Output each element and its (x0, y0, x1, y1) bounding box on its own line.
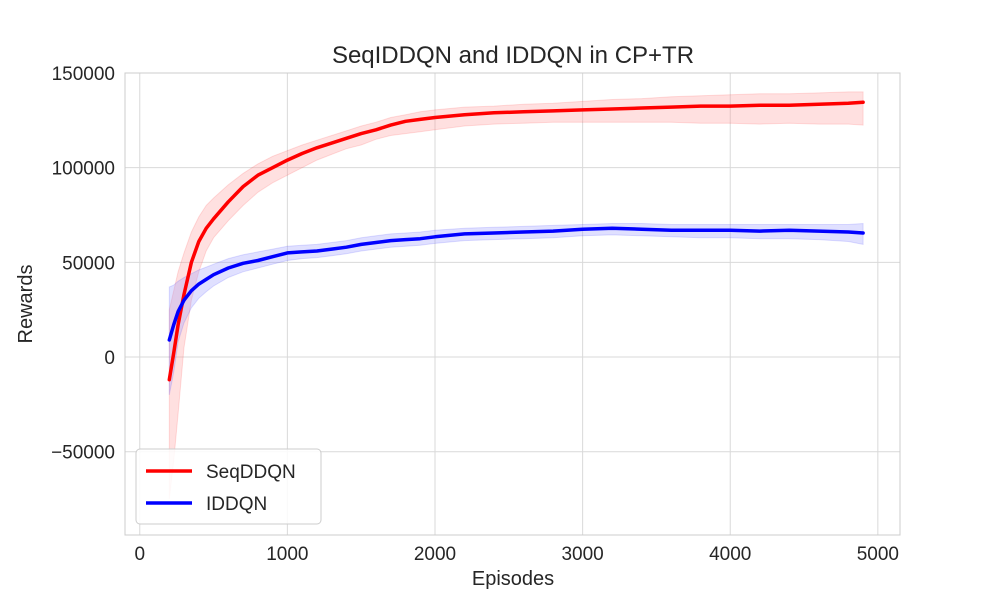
y-axis-label: Rewards (15, 265, 37, 344)
x-tick-label: 5000 (857, 544, 899, 565)
x-tick-label: 2000 (414, 544, 456, 565)
x-tick-label: 4000 (709, 544, 751, 565)
x-tick-label: 3000 (561, 544, 603, 565)
y-tick-label: 50000 (62, 253, 115, 274)
x-tick-labels: 0 1000 2000 3000 4000 5000 (134, 544, 899, 565)
y-tick-label: 0 (104, 348, 115, 369)
line-iddqn (167, 226, 865, 342)
y-tick-label: 100000 (52, 159, 115, 180)
plot-frame (124, 72, 901, 536)
band-seqddqn (168, 91, 864, 500)
legend-box (135, 448, 322, 525)
chart-title: SeqIDDQN and IDDQN in CP+TR (332, 42, 694, 69)
band-iddqn (168, 222, 864, 395)
x-tick-label: 0 (134, 544, 145, 565)
legend-label-seqddqn: SeqDDQN (206, 462, 296, 483)
y-tick-label: −50000 (51, 443, 115, 464)
legend: SeqDDQN IDDQN (135, 448, 322, 525)
series-lines (167, 100, 865, 382)
legend-label-iddqn: IDDQN (206, 494, 267, 515)
y-tick-label: 150000 (52, 64, 115, 85)
y-tick-labels: −50000 0 50000 100000 150000 (51, 64, 115, 464)
x-tick-label: 1000 (266, 544, 308, 565)
confidence-bands (168, 91, 864, 500)
x-axis-label: Episodes (472, 568, 554, 590)
line-seqddqn (167, 100, 865, 382)
